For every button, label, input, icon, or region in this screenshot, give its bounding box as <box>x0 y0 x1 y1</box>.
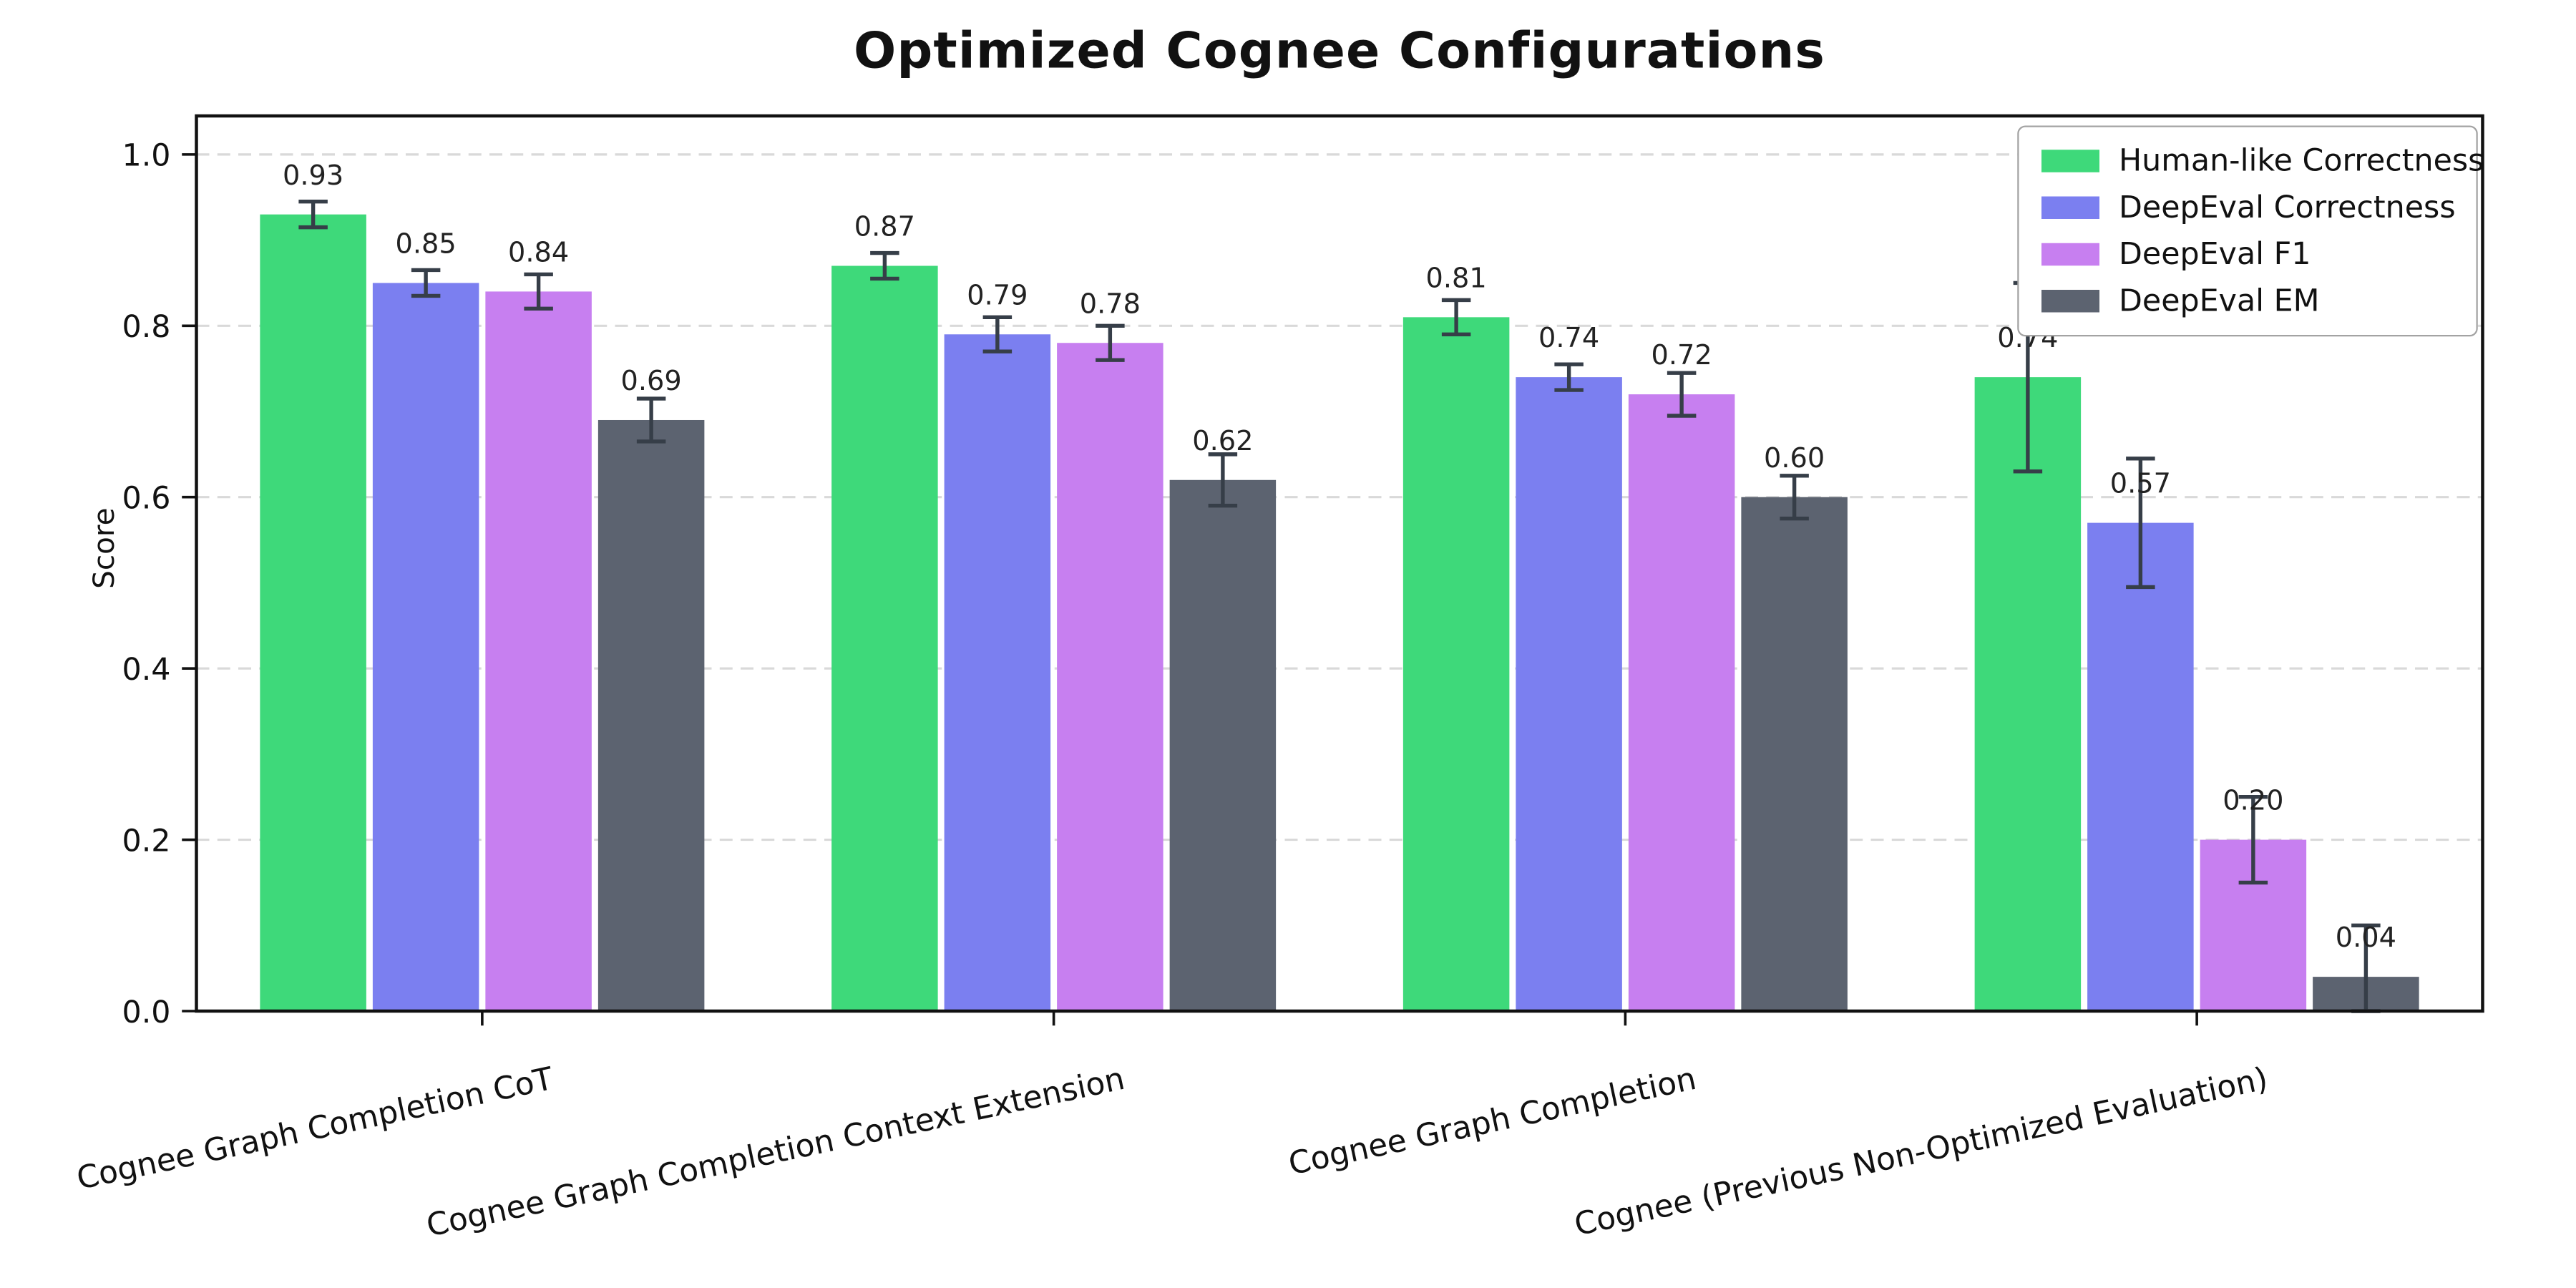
bar <box>1974 377 2082 1011</box>
bar-value-label: 0.81 <box>1426 262 1487 294</box>
bar <box>597 419 705 1011</box>
legend: Human-like Correctness DeepEval Correctne… <box>2017 125 2484 337</box>
bar <box>831 265 938 1012</box>
legend-label: DeepEval Correctness <box>2119 190 2456 226</box>
bar-value-label: 0.85 <box>396 228 457 260</box>
bar-value-label: 0.20 <box>2223 785 2283 817</box>
legend-swatch <box>2041 150 2099 172</box>
x-tick-label: Cognee Graph Completion CoT <box>74 1060 557 1197</box>
legend-swatch <box>2041 290 2099 313</box>
y-tick-label: 0.2 <box>122 823 171 859</box>
bar-value-label: 0.57 <box>2110 468 2171 500</box>
bar-value-label: 0.84 <box>508 237 569 269</box>
legend-swatch <box>2041 196 2099 219</box>
bar-value-label: 0.62 <box>1192 425 1253 457</box>
plot-border <box>195 114 2484 1013</box>
y-tick-label: 0.6 <box>122 480 171 516</box>
y-tick-label: 0.4 <box>122 652 171 688</box>
bar <box>372 283 479 1011</box>
bar <box>260 214 366 1011</box>
bar-value-label: 0.93 <box>283 160 343 192</box>
bar <box>1628 394 1735 1011</box>
bar <box>1402 317 1510 1012</box>
y-tick-label: 0.0 <box>122 995 171 1030</box>
bar-value-label: 0.69 <box>621 365 682 397</box>
legend-item: DeepEval Correctness <box>2041 190 2456 226</box>
bar <box>1516 377 1622 1011</box>
y-tick-label: 0.8 <box>122 309 171 345</box>
bar-value-label: 0.79 <box>967 279 1028 311</box>
legend-swatch <box>2041 243 2099 266</box>
bar-value-label: 0.72 <box>1652 339 1712 371</box>
bar-value-label: 0.87 <box>854 211 915 243</box>
bar <box>485 291 592 1011</box>
legend-label: Human-like Correctness <box>2119 143 2484 179</box>
bar-value-label: 0.78 <box>1080 288 1141 320</box>
legend-label: DeepEval F1 <box>2119 236 2311 273</box>
bar-value-label: 0.04 <box>2336 922 2396 954</box>
legend-item: DeepEval EM <box>2041 283 2454 319</box>
bar <box>1169 479 1277 1011</box>
x-tick-label: Cognee Graph Completion <box>1285 1060 1699 1183</box>
bar-value-label: 0.74 <box>1538 322 1599 354</box>
bar <box>1741 497 1848 1011</box>
legend-item: DeepEval F1 <box>2041 236 2454 273</box>
bar-value-label: 0.60 <box>1764 442 1825 474</box>
bar <box>2087 522 2194 1011</box>
chart-title: Optimized Cognee Configurations <box>853 22 1826 81</box>
y-tick-label: 1.0 <box>122 138 171 174</box>
bar <box>944 334 1051 1011</box>
legend-label: DeepEval EM <box>2119 283 2320 319</box>
legend-item: Human-like Correctness <box>2041 143 2484 179</box>
bar <box>1057 343 1163 1011</box>
